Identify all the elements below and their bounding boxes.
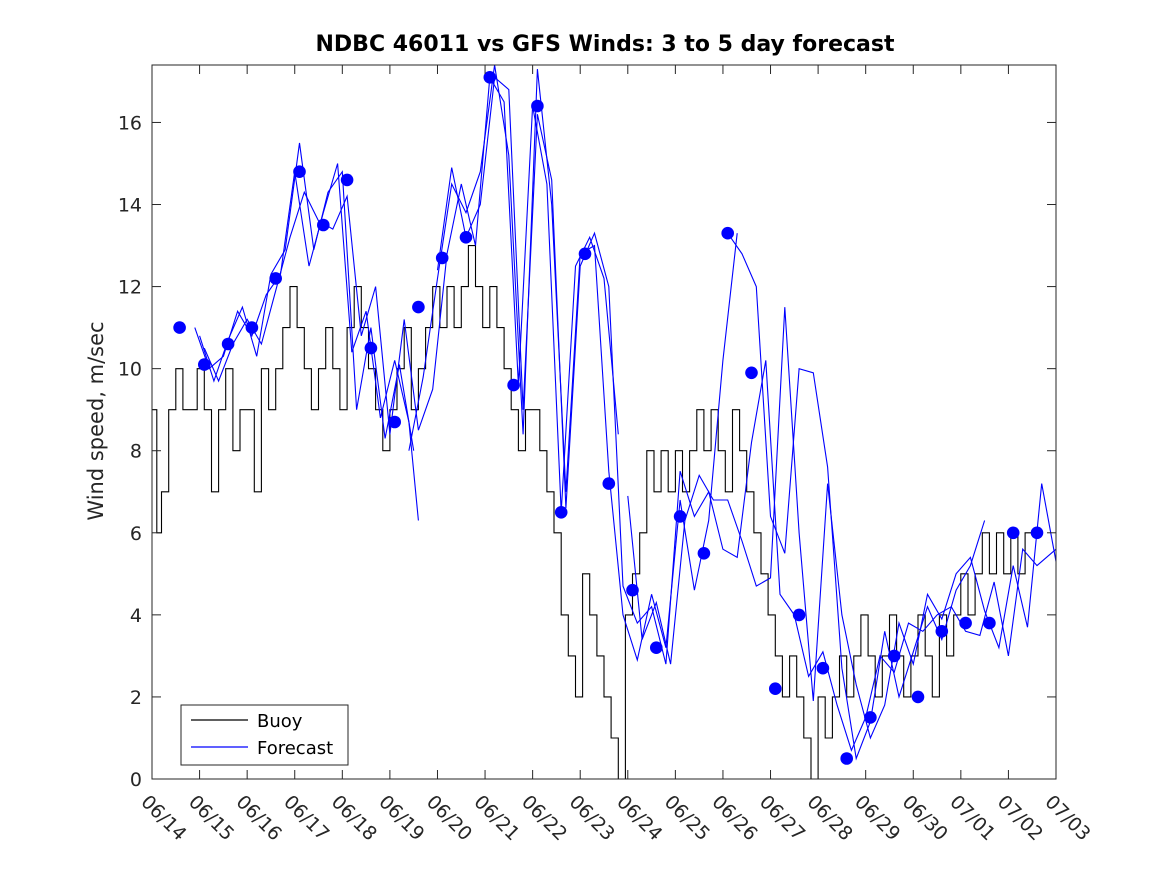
plot-area: 06/1406/1506/1606/1706/1806/1906/2006/21… (118, 64, 1095, 845)
y-tick-label: 14 (118, 195, 142, 217)
forecast-run-line-3 (203, 75, 619, 513)
forecast-marker-11 (412, 300, 425, 314)
y-tick-label: 10 (118, 359, 142, 381)
forecast-marker-25 (745, 366, 758, 380)
forecast-marker-37 (1030, 526, 1044, 540)
forecast-marker-16 (531, 99, 544, 113)
legend-label-forecast: Forecast (257, 738, 333, 759)
forecast-marker-8 (340, 173, 354, 187)
forecast-marker-20 (626, 583, 639, 597)
axes-box (151, 64, 1057, 780)
forecast-marker-36 (1006, 526, 1020, 540)
forecast-marker-13 (459, 231, 473, 244)
forecast-marker-31 (887, 649, 901, 663)
forecast-marker-7 (317, 218, 330, 232)
forecast-marker-17 (554, 506, 568, 519)
forecast-marker-34 (959, 616, 972, 630)
y-tick-label: 8 (130, 441, 142, 463)
forecast-marker-21 (650, 641, 663, 654)
forecast-run-line-1 (194, 163, 419, 521)
forecast-marker-26 (769, 682, 782, 695)
y-tick-label: 2 (130, 687, 142, 709)
y-axis-ticks: 0 2 4 6 8 10 12 14 16 (118, 112, 1056, 791)
forecast-marker-33 (935, 625, 949, 638)
y-tick-label: 12 (118, 277, 142, 299)
forecast-marker-27 (792, 608, 806, 622)
forecast-marker-35 (983, 616, 996, 630)
forecast-marker-14 (483, 71, 497, 84)
forecast-marker-3 (221, 337, 235, 351)
forecast-marker-19 (602, 477, 616, 490)
forecast-marker-9 (364, 341, 378, 355)
forecast-marker-32 (911, 690, 925, 704)
y-tick-label: 6 (130, 523, 142, 545)
y-tick-label: 4 (130, 605, 142, 627)
legend-box (180, 704, 349, 766)
y-tick-label: 0 (130, 769, 142, 791)
forecast-marker-10 (388, 415, 402, 429)
forecast-run-line-6 (627, 307, 1057, 740)
forecast-run-line-7 (727, 232, 986, 761)
forecast-marker-28 (816, 661, 830, 675)
forecast-marker-4 (245, 321, 259, 334)
forecast-marker-18 (578, 247, 592, 261)
forecast-marker-29 (840, 752, 853, 765)
forecast-marker-2 (198, 358, 211, 371)
legend-label-buoy: Buoy (257, 711, 303, 732)
forecast-marker-12 (435, 251, 449, 265)
forecast-marker-15 (507, 378, 520, 392)
forecast-marker-30 (864, 711, 877, 724)
forecast-marker-22 (673, 510, 687, 523)
forecast-marker-23 (697, 547, 711, 560)
forecast-marker-6 (293, 165, 306, 178)
series-layer (152, 64, 1057, 780)
forecast-run-line-5 (436, 76, 1057, 752)
forecast-marker-24 (721, 226, 734, 240)
legend: Buoy Forecast (180, 704, 349, 766)
y-tick-label: 16 (118, 112, 142, 134)
chart-title: NDBC 46011 vs GFS Winds: 3 to 5 day fore… (316, 32, 895, 57)
y-axis-label: Wind speed, m/sec (84, 321, 108, 520)
forecast-marker-5 (269, 272, 283, 285)
forecast-marker-1 (173, 321, 186, 334)
buoy-series-line (152, 245, 1040, 780)
